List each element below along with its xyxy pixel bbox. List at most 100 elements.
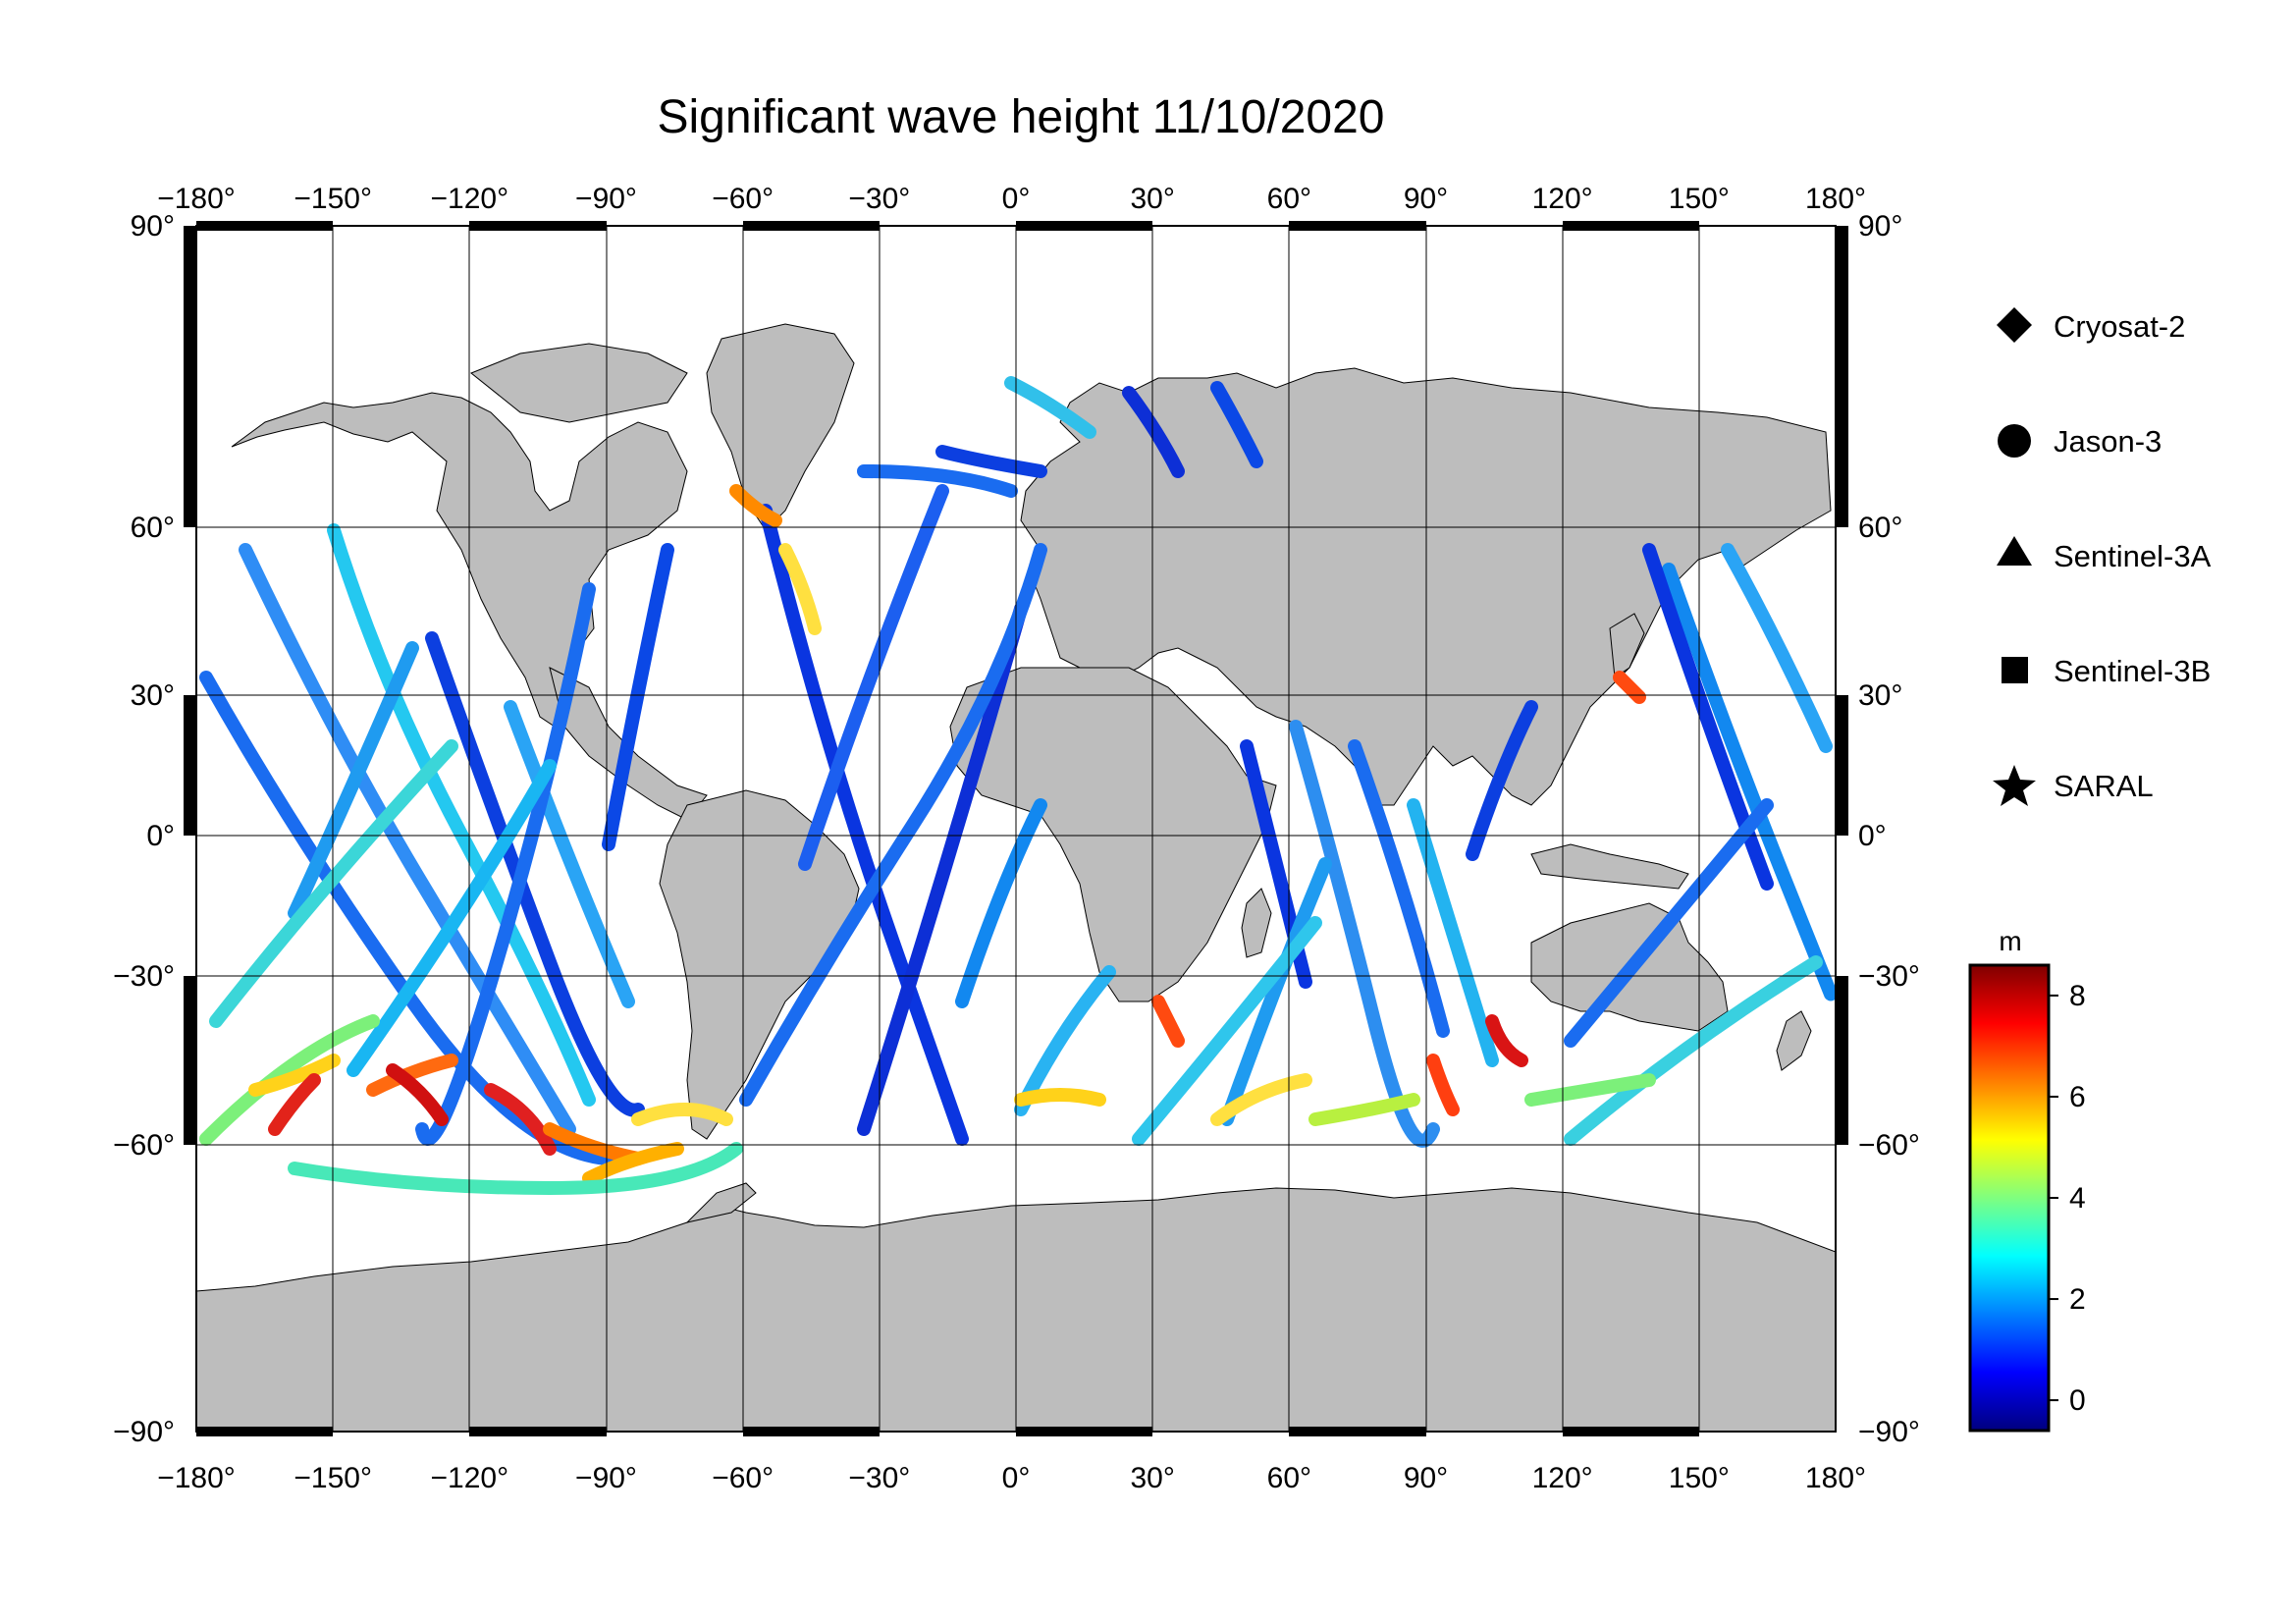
legend-label: Sentinel-3A <box>2054 539 2212 573</box>
longitude-tick-label: −180° <box>157 183 236 215</box>
legend-label: Jason-3 <box>2054 424 2162 459</box>
track <box>1564 955 1823 1146</box>
longitude-tick-label: −90° <box>575 183 637 215</box>
legend-label: Sentinel-3B <box>2054 654 2211 688</box>
latitude-tick-label: −60° <box>113 1129 175 1162</box>
track <box>631 1103 733 1126</box>
colorbar-tick-label: 2 <box>2069 1283 2086 1316</box>
track <box>199 671 635 1166</box>
track <box>248 1054 341 1097</box>
track <box>1220 857 1332 1126</box>
longitude-labels-bottom: −180° −150° −120° −90° −60° −30° 0° 30° 60° 90° 12… <box>157 1462 1866 1494</box>
track <box>1348 739 1450 1038</box>
longitude-tick-label: 120° <box>1532 1462 1593 1494</box>
longitude-tick-label: 0° <box>1002 1462 1031 1494</box>
track <box>739 543 1047 1107</box>
latitude-tick-label: 30° <box>1858 679 1902 712</box>
track <box>268 1073 321 1136</box>
colorbar-ticks: 8 6 4 2 0 <box>2049 980 2086 1417</box>
legend-item-sentinel-3a: Sentinel-3A <box>1997 536 2212 573</box>
latitude-tick-label: −90° <box>1858 1416 1920 1448</box>
track <box>582 1142 684 1185</box>
colorbar: m 8 6 4 2 0 <box>1968 926 2086 1433</box>
triangle-icon <box>1997 536 2032 566</box>
track <box>1466 700 1538 861</box>
square-icon <box>2002 657 2028 683</box>
longitude-tick-label: −60° <box>712 183 774 215</box>
track <box>778 543 822 635</box>
track <box>759 504 969 1146</box>
track <box>1210 1073 1312 1126</box>
satellite-tracks <box>199 376 1836 1196</box>
graticule <box>196 226 1836 1432</box>
map-title: Significant wave height 11/10/2020 <box>657 91 1385 143</box>
legend-label: Cryosat-2 <box>2054 309 2185 344</box>
longitude-tick-label: 60° <box>1267 1462 1311 1494</box>
longitude-tick-label: −150° <box>294 1462 372 1494</box>
track <box>415 582 596 1146</box>
colorbar-tick-label: 8 <box>2069 980 2086 1012</box>
track <box>1132 916 1322 1146</box>
track <box>288 1142 743 1196</box>
track <box>327 523 596 1107</box>
track <box>857 464 1018 498</box>
latitude-tick-label: 0° <box>146 820 175 852</box>
track <box>1485 1014 1528 1067</box>
longitude-tick-label: 150° <box>1669 183 1730 215</box>
latitude-tick-label: 90° <box>1858 210 1902 243</box>
longitude-tick-label: 60° <box>1267 183 1311 215</box>
track <box>288 641 419 920</box>
latitude-labels-left: 90° 60° 30° 0° −30° −60° −90° <box>113 210 175 1448</box>
longitude-tick-label: −30° <box>848 1462 910 1494</box>
longitude-tick-label: 0° <box>1002 183 1031 215</box>
latitude-labels-right: 90° 60° 30° 0° −30° −60° −90° <box>1858 210 1920 1448</box>
longitude-tick-label: −30° <box>848 183 910 215</box>
longitude-tick-label: −150° <box>294 183 372 215</box>
latitude-tick-label: 0° <box>1858 820 1887 852</box>
legend-item-sentinel-3b: Sentinel-3B <box>2002 654 2211 688</box>
track <box>1642 543 1774 891</box>
track <box>366 1054 458 1097</box>
track <box>602 543 674 851</box>
longitude-tick-label: −120° <box>431 183 509 215</box>
track <box>955 798 1047 1008</box>
latitude-tick-label: −90° <box>113 1416 175 1448</box>
longitude-tick-label: 90° <box>1404 183 1448 215</box>
track <box>798 484 949 871</box>
track <box>1308 1093 1420 1126</box>
track <box>1004 376 1096 439</box>
track <box>1151 995 1185 1048</box>
south-america <box>659 789 860 1140</box>
track <box>935 445 1047 478</box>
star-icon <box>1993 765 2036 806</box>
circle-icon <box>1998 424 2031 458</box>
madagascar <box>1241 888 1272 958</box>
longitude-tick-label: 30° <box>1130 183 1174 215</box>
track <box>1289 720 1440 1148</box>
colorbar-tick-label: 6 <box>2069 1081 2086 1113</box>
longitude-tick-label: 120° <box>1532 183 1593 215</box>
track <box>425 631 645 1117</box>
legend-item-saral: SARAL <box>1993 765 2154 806</box>
track <box>386 1063 449 1126</box>
map-content <box>196 226 1836 1432</box>
diamond-icon <box>1997 307 2032 343</box>
colorbar-tick-label: 4 <box>2069 1182 2086 1215</box>
colorbar-gradient <box>1968 963 2051 1433</box>
track <box>1662 563 1836 1001</box>
track <box>1014 1088 1106 1107</box>
latitude-tick-label: −30° <box>1858 960 1920 993</box>
legend-label: SARAL <box>2054 769 2154 803</box>
map-frame-bars <box>184 221 1848 1436</box>
southeast-asia-islands <box>1530 843 1689 890</box>
latitude-tick-label: −30° <box>113 960 175 993</box>
longitude-tick-label: 90° <box>1404 1462 1448 1494</box>
arctic-islands <box>470 343 688 423</box>
longitude-tick-label: −60° <box>712 1462 774 1494</box>
track <box>1524 1073 1656 1107</box>
satellite-legend: Cryosat-2 Jason-3 Sentinel-3A Sentinel-3… <box>1993 307 2212 806</box>
track <box>239 543 576 1136</box>
track <box>1122 386 1185 478</box>
track <box>199 1014 380 1146</box>
